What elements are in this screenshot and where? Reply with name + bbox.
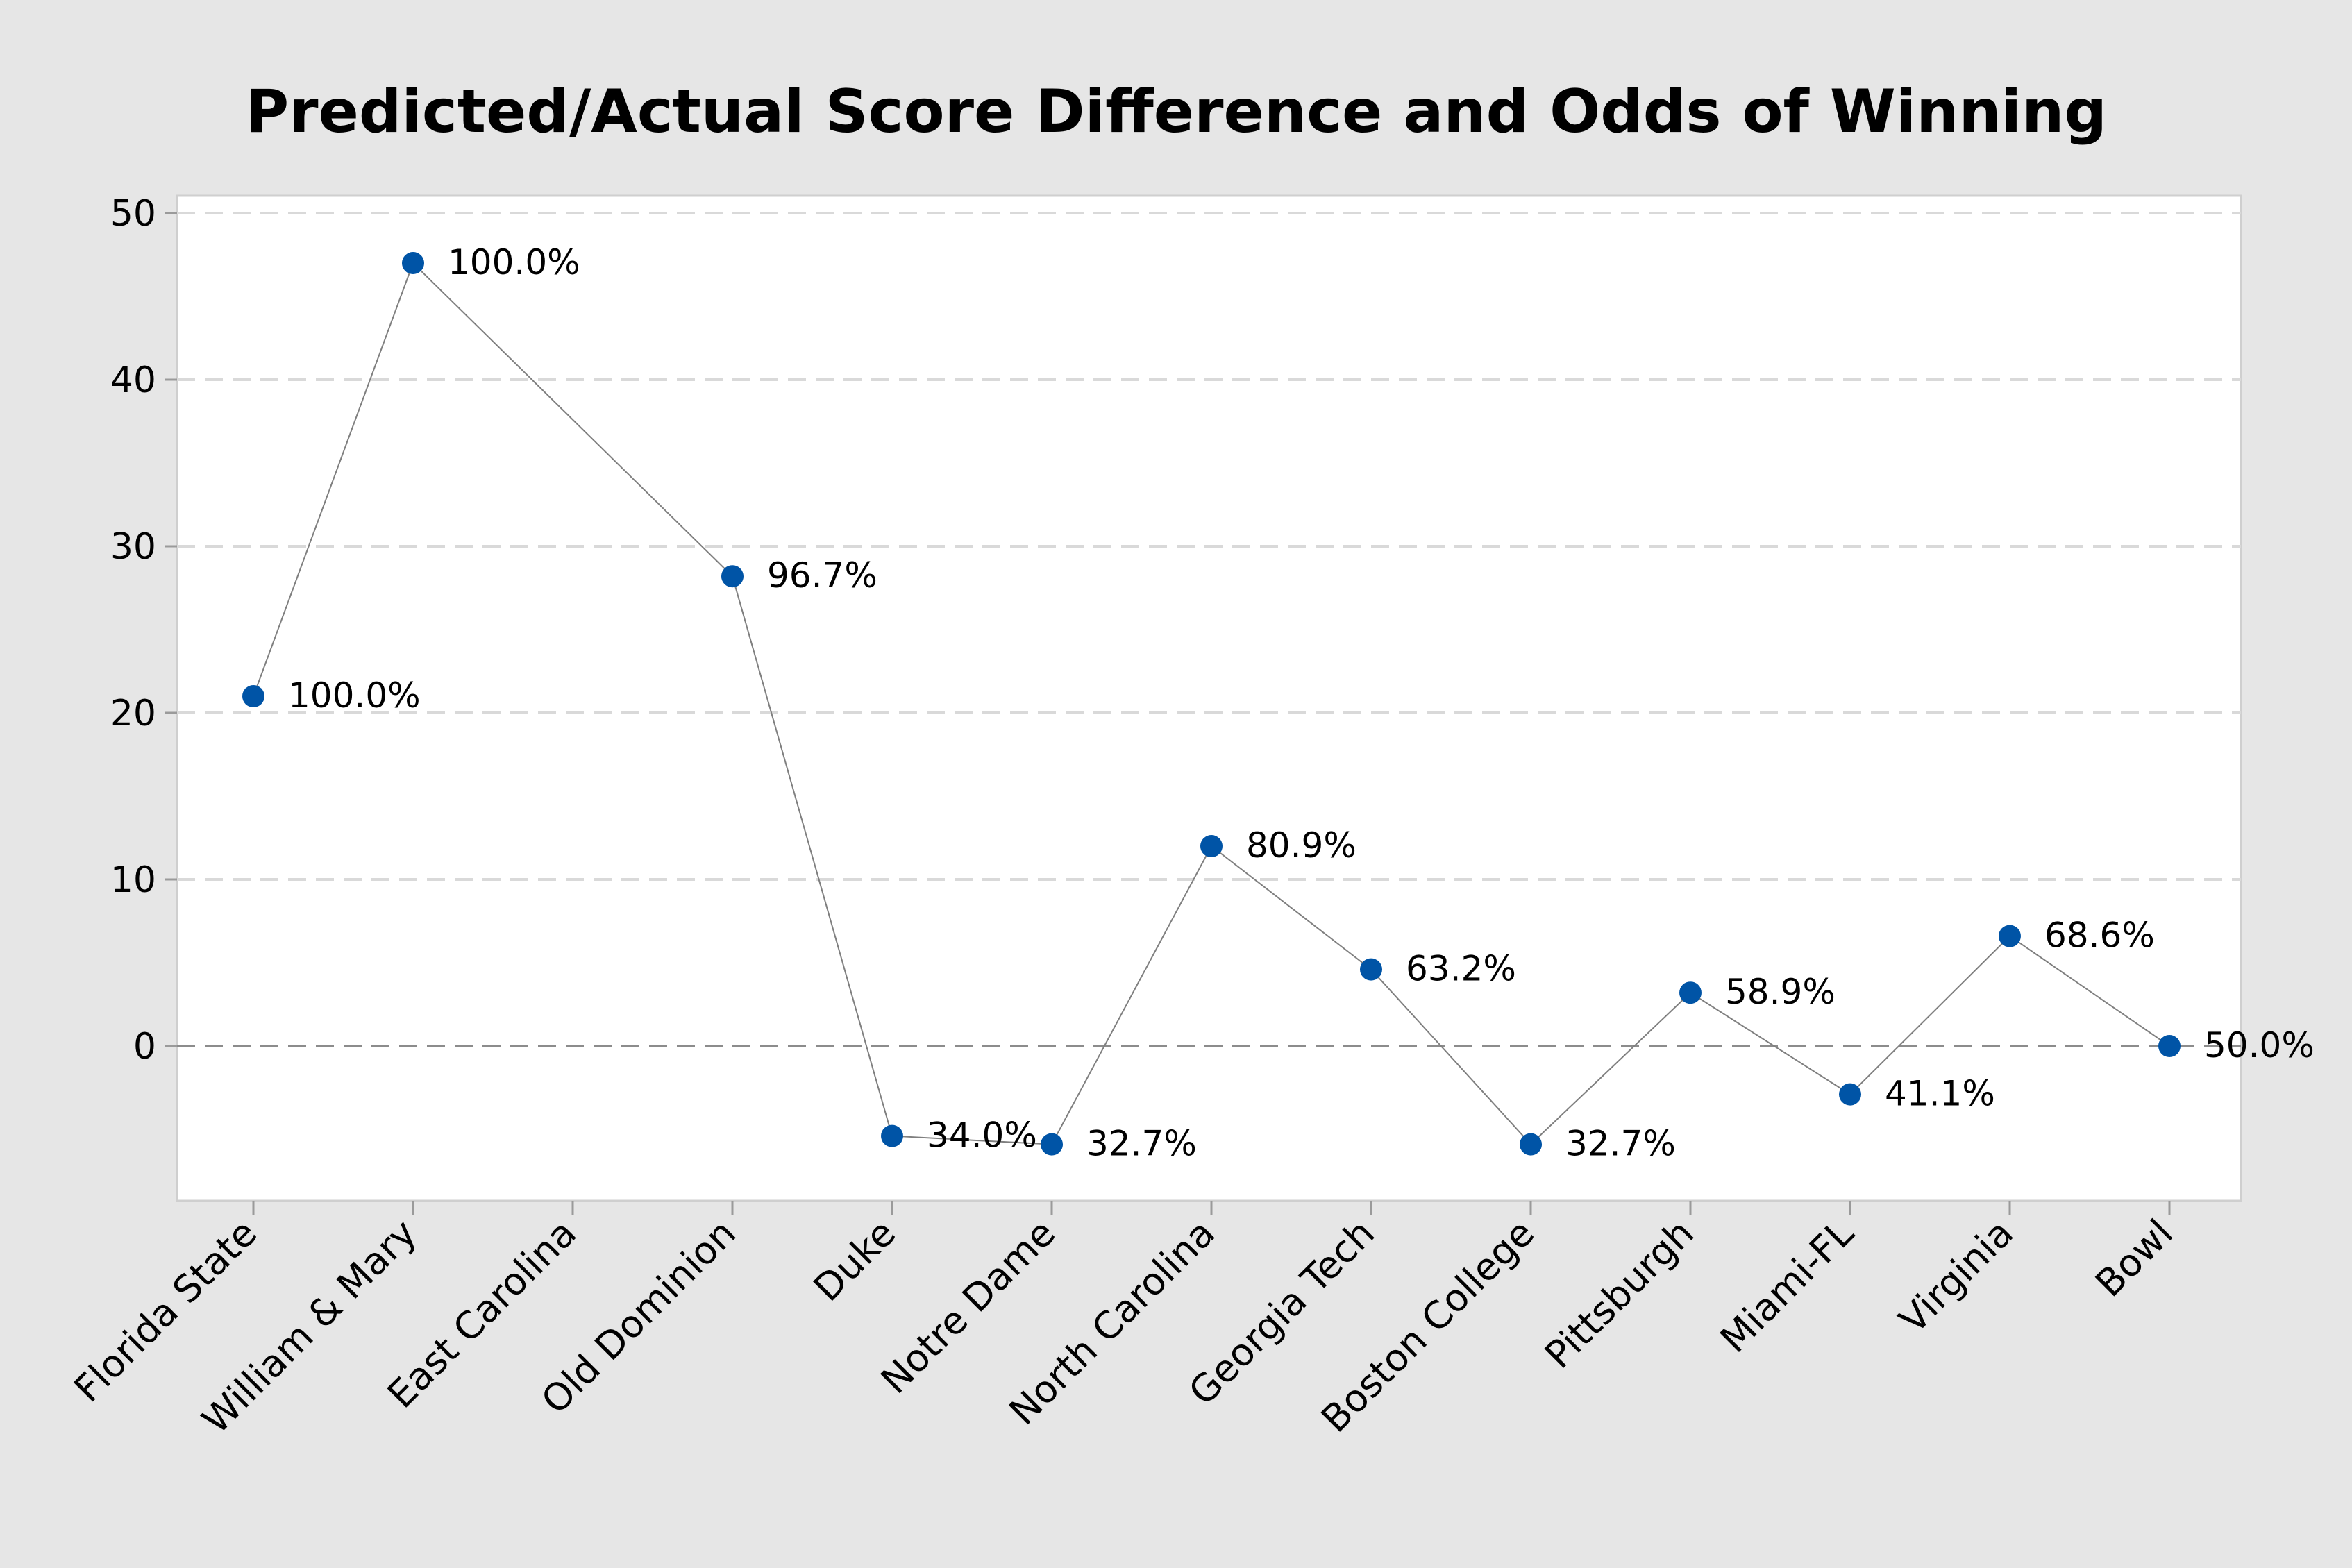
data-point [1200,835,1223,857]
data-point [1999,925,2021,947]
plot-area [176,194,2242,1202]
data-point [242,685,264,707]
data-label: 100.0% [288,675,421,716]
x-tick-label: Virginia [1891,1211,2022,1342]
gridlines [177,212,2241,1047]
x-tick-label: Duke [805,1211,904,1310]
data-label: 58.9% [1725,972,1836,1012]
y-tick-label: 50 [110,193,156,235]
data-label: 63.2% [1406,949,1516,989]
data-label: 32.7% [1565,1124,1676,1164]
data-point [2158,1035,2181,1057]
data-point [1520,1133,1542,1156]
y-tick-label: 0 [133,1026,156,1068]
data-points [242,252,2181,1156]
data-label: 34.0% [927,1115,1037,1156]
x-tick-label: Bowl [2087,1211,2181,1306]
data-point [1839,1083,1861,1106]
data-label: 100.0% [448,242,580,283]
chart-title: Predicted/Actual Score Difference and Od… [245,77,2107,146]
x-tick-label: Miami-FL [1712,1211,1862,1361]
x-tick-label: Pittsburgh [1536,1211,1702,1377]
series-line [253,262,2170,1146]
data-label: 80.9% [1246,825,1356,866]
data-label: 32.7% [1086,1124,1197,1164]
data-label: 96.7% [767,555,877,596]
data-point [1041,1133,1063,1156]
data-label: 50.0% [2204,1025,2315,1065]
y-tick-label: 20 [110,693,156,734]
y-tick-label: 40 [110,360,156,401]
data-point [881,1124,903,1147]
data-label: 41.1% [1885,1074,1995,1114]
data-point [402,252,424,274]
data-label: 68.6% [2044,916,2155,956]
y-tick-label: 30 [110,526,156,568]
data-labels: 100.0% 100.0% 96.7% 34.0% 32.7% 80.9% 63.2% 32.… [288,242,2315,1164]
y-tick-label: 10 [110,859,156,901]
y-axis: 0 10 20 30 40 50 [110,193,177,1068]
data-point [1360,958,1382,981]
data-point [1679,981,1702,1004]
data-point [721,565,744,588]
series-polyline [253,262,2170,1146]
